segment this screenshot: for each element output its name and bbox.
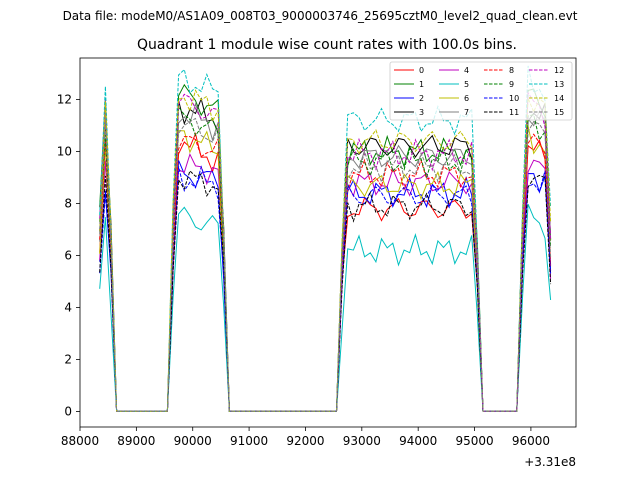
legend-label-10: 10 xyxy=(509,94,519,103)
legend-label-11: 11 xyxy=(509,108,519,117)
y-tick-label: 2 xyxy=(64,352,72,366)
series-line-9 xyxy=(99,105,552,412)
y-tick-label: 4 xyxy=(64,300,72,314)
legend-label-8: 8 xyxy=(509,66,514,75)
x-tick-label: 93000 xyxy=(343,434,381,448)
legend-label-15: 15 xyxy=(554,108,564,117)
series-line-8 xyxy=(99,133,552,412)
legend-label-1: 1 xyxy=(419,80,424,89)
series-line-7 xyxy=(99,102,552,412)
series-line-10 xyxy=(99,165,552,412)
y-tick-label: 8 xyxy=(64,197,72,211)
legend-label-9: 9 xyxy=(509,80,514,89)
legend-box xyxy=(389,61,573,121)
series-line-4 xyxy=(99,152,552,412)
y-tick-label: 12 xyxy=(57,93,72,107)
x-tick-label: 89000 xyxy=(117,434,155,448)
chart-title: Quadrant 1 module wise count rates with … xyxy=(137,37,517,53)
x-tick-label: 92000 xyxy=(286,434,324,448)
x-offset-label: +3.31e8 xyxy=(524,455,576,469)
legend-label-6: 6 xyxy=(464,94,469,103)
series-line-12 xyxy=(99,91,552,412)
series-line-15 xyxy=(99,117,552,412)
x-tick-label: 96000 xyxy=(512,434,550,448)
y-tick-label: 0 xyxy=(64,404,72,418)
series-line-14 xyxy=(99,89,552,412)
chart-suptitle: Data file: modeM0/AS1A09_008T03_90000037… xyxy=(63,9,578,23)
series-line-1 xyxy=(99,83,552,412)
y-tick-label: 10 xyxy=(57,145,72,159)
series-line-3 xyxy=(99,97,552,412)
y-axis: 0 2 4 6 8 10 12 xyxy=(57,93,80,418)
x-tick-label: 88000 xyxy=(61,434,99,448)
legend-label-5: 5 xyxy=(464,80,469,89)
legend-label-14: 14 xyxy=(554,94,564,103)
x-tick-label: 91000 xyxy=(230,434,268,448)
legend-label-4: 4 xyxy=(464,66,469,75)
legend-label-3: 3 xyxy=(419,108,424,117)
plot-lines xyxy=(99,65,552,412)
legend-label-13: 13 xyxy=(554,80,564,89)
series-line-0 xyxy=(99,132,552,412)
series-line-6 xyxy=(99,125,552,412)
series-line-11 xyxy=(99,169,552,412)
y-tick-label: 6 xyxy=(64,248,72,262)
axes-frame xyxy=(79,57,577,428)
legend-label-7: 7 xyxy=(464,108,469,117)
x-axis: 88000 89000 90000 91000 92000 93000 94000 95000… xyxy=(61,427,550,448)
legend-label-0: 0 xyxy=(419,66,424,75)
series-line-2 xyxy=(99,160,552,412)
x-tick-label: 94000 xyxy=(399,434,437,448)
legend-label-2: 2 xyxy=(419,94,424,103)
x-tick-label: 90000 xyxy=(174,434,212,448)
series-line-5 xyxy=(99,204,552,412)
x-tick-label: 95000 xyxy=(455,434,493,448)
legend-label-12: 12 xyxy=(554,66,564,75)
